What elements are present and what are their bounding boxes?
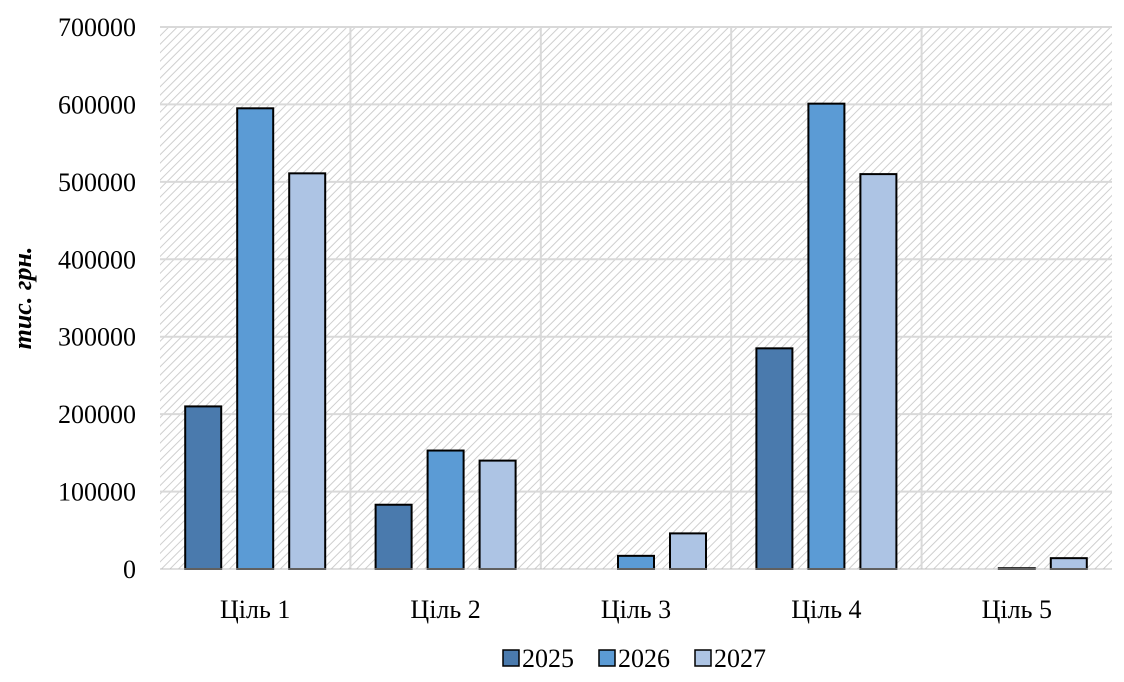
y-tick-label: 700000 (58, 13, 136, 42)
legend-label: 2025 (522, 644, 574, 673)
y-tick-label: 400000 (58, 245, 136, 274)
bar-2026-2 (426, 449, 465, 570)
x-tick-label: Ціль 3 (601, 595, 671, 624)
legend-swatch-2025 (502, 649, 520, 667)
y-tick-label: 0 (123, 555, 136, 584)
y-tick-labels: 0 100000 200000 300000 400000 500000 600000 700… (58, 13, 136, 584)
bar-2027-4 (859, 173, 898, 570)
y-tick-label: 300000 (58, 323, 136, 352)
bar-2025-4 (755, 347, 794, 571)
legend-label: 2026 (618, 644, 670, 673)
legend: 2025 2026 2027 (502, 644, 766, 673)
x-tick-label: Ціль 1 (220, 595, 290, 624)
legend-label: 2027 (714, 644, 766, 673)
bar-2025-1 (184, 405, 223, 570)
x-tick-label: Ціль 2 (410, 595, 480, 624)
y-tick-label: 500000 (58, 168, 136, 197)
x-tick-label: Ціль 5 (982, 595, 1052, 624)
y-tick-label: 200000 (58, 400, 136, 429)
bar-2026-4 (807, 102, 846, 570)
y-axis-title: тис. грн. (8, 247, 37, 350)
x-tick-labels: Ціль 1 Ціль 2 Ціль 3 Ціль 4 Ціль 5 (220, 595, 1052, 624)
bar-2026-3 (617, 554, 655, 571)
bar-2027-1 (288, 172, 327, 570)
bar-2027-5 (1049, 557, 1088, 570)
bar-2027-3 (669, 532, 707, 571)
bar-2025-2 (374, 503, 413, 570)
y-tick-label: 100000 (58, 478, 136, 507)
bar-2027-2 (478, 459, 517, 571)
legend-swatch-2027 (694, 649, 712, 667)
y-tick-label: 600000 (58, 90, 136, 119)
legend-swatch-2026 (598, 649, 616, 667)
bar-2026-1 (236, 107, 275, 571)
x-tick-label: Ціль 4 (791, 595, 861, 624)
